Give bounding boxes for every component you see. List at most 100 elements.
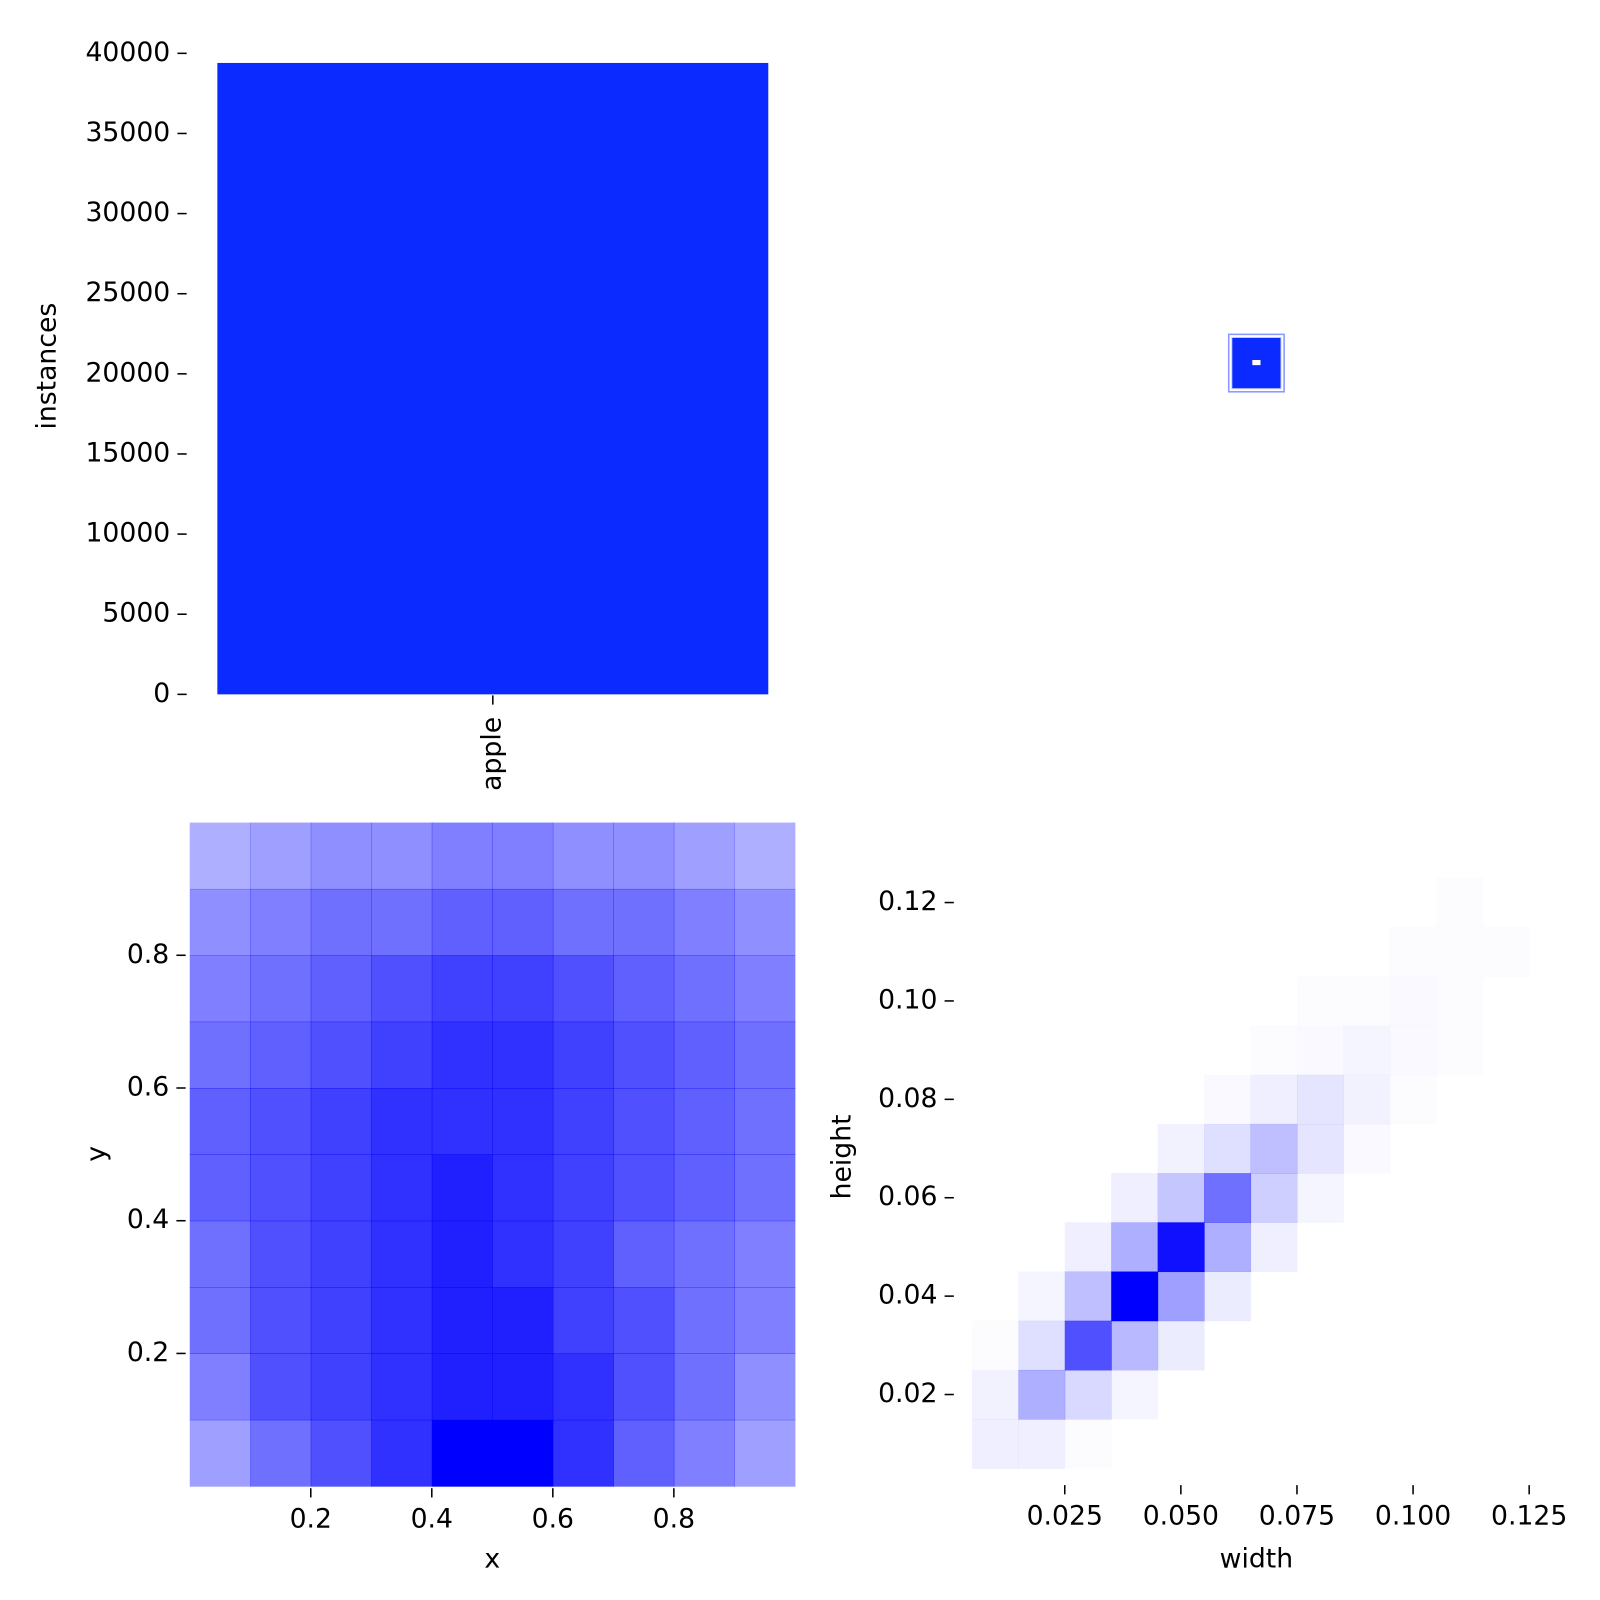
heat-cell	[1343, 1026, 1390, 1076]
heat-cell	[492, 955, 554, 1023]
heat-cell	[1251, 1026, 1298, 1076]
y-tick-label: 15000	[85, 437, 170, 468]
heat-cell	[552, 1154, 614, 1222]
heat-cell	[1343, 1074, 1391, 1125]
heat-cell	[1251, 976, 1298, 1026]
heat-cell	[431, 888, 493, 956]
heat-cell	[1018, 1369, 1066, 1420]
heat-cell	[1483, 1419, 1530, 1469]
heat-cell	[431, 1088, 493, 1155]
heat-cell	[1297, 1321, 1344, 1371]
heat-cell	[250, 822, 312, 890]
heat-cell	[1158, 1026, 1205, 1076]
heat-cell	[1390, 1075, 1437, 1125]
heat-cell	[1343, 1272, 1390, 1322]
heat-cell	[1064, 1369, 1112, 1420]
heat-cell	[1158, 1419, 1205, 1469]
heat-cell	[1111, 1222, 1159, 1273]
heat-cell	[972, 1173, 1019, 1223]
heat-cell	[972, 1124, 1019, 1174]
heat-cell	[310, 888, 372, 956]
x-tick-label: 0.050	[1143, 1500, 1219, 1531]
heat-cell	[1204, 1075, 1251, 1125]
heat-cell	[734, 1353, 796, 1421]
heat-cell	[1297, 976, 1344, 1026]
heat-cell	[552, 888, 614, 956]
heat-cell	[1111, 1320, 1159, 1371]
heat-cell	[1251, 1272, 1298, 1322]
heat-cell	[1018, 1124, 1065, 1174]
heat-cell	[972, 1075, 1019, 1125]
heat-cell	[1111, 1271, 1159, 1322]
heat-cell	[250, 888, 312, 956]
heat-cell	[1343, 1173, 1390, 1223]
x-tick-label: 0.125	[1491, 1500, 1567, 1531]
heat-cell	[613, 1419, 675, 1487]
heat-cell	[310, 1021, 372, 1089]
heat-cell	[431, 1353, 493, 1421]
heat-cell	[613, 1021, 675, 1089]
heat-cell	[1204, 1370, 1251, 1420]
box-center	[1252, 360, 1261, 366]
heat-cell	[1064, 1320, 1112, 1371]
heat-cell	[1436, 878, 1483, 928]
heat-cell	[431, 822, 493, 890]
heat-cell	[189, 1353, 251, 1421]
heat-cell	[1111, 927, 1158, 977]
heat-cell	[1390, 1419, 1437, 1469]
heat-cell	[371, 888, 433, 956]
heat-cell	[1436, 1321, 1483, 1371]
heat-cell	[492, 1419, 554, 1487]
heat-cell	[371, 1154, 433, 1222]
heat-cell	[552, 1220, 614, 1288]
heat-cell	[492, 888, 554, 956]
heat-cell	[1390, 927, 1437, 977]
heat-cell	[673, 1220, 735, 1288]
heat-cell	[1250, 1074, 1298, 1125]
heat-cell	[1483, 1124, 1530, 1174]
heat-cell	[1296, 1123, 1344, 1174]
heat-cell	[371, 822, 433, 890]
heat-cell	[1157, 1123, 1205, 1174]
heat-cell	[1343, 878, 1390, 928]
heat-cell	[552, 1287, 614, 1354]
heat-cell	[1251, 1321, 1298, 1371]
heat-cell	[552, 822, 614, 890]
heat-cell	[1390, 1124, 1437, 1174]
heat-cell	[1297, 927, 1344, 977]
y-axis-label: height	[827, 1114, 858, 1199]
heat-cell	[310, 1353, 372, 1421]
heat-cell	[1251, 1419, 1298, 1469]
heat-cell	[734, 1220, 796, 1288]
heat-cell	[1111, 1075, 1158, 1125]
heat-cell	[189, 888, 251, 956]
heat-cell	[1297, 1173, 1344, 1223]
heat-cell	[1204, 1321, 1251, 1371]
heat-cell	[971, 1369, 1019, 1420]
y-tick-label: 0	[153, 678, 170, 709]
heat-cell	[310, 1220, 372, 1288]
heat-cell	[1390, 1272, 1437, 1322]
heat-cell	[492, 1154, 554, 1222]
heat-cell	[1483, 1370, 1530, 1420]
bar	[217, 62, 769, 695]
heat-cell	[250, 1419, 312, 1487]
heat-cell	[1204, 878, 1251, 928]
heat-cell	[189, 1088, 251, 1155]
y-axis-label: instances	[32, 303, 63, 430]
heat-cell	[1111, 878, 1158, 928]
heat-cell	[1483, 927, 1530, 977]
heat-cell	[1157, 1320, 1205, 1371]
heat-cell	[1483, 976, 1530, 1026]
y-tick-label: 0.10	[878, 984, 937, 1015]
box-fill	[1231, 336, 1282, 390]
heat-cell	[613, 955, 675, 1023]
heat-cell	[1158, 927, 1205, 977]
y-tick-label: 0.6	[127, 1072, 169, 1103]
heat-cell	[431, 955, 493, 1023]
y-axis-label: y	[81, 1146, 112, 1162]
heat-cell	[310, 822, 372, 890]
heat-cell	[1018, 976, 1065, 1026]
heat-cell	[492, 1088, 554, 1155]
